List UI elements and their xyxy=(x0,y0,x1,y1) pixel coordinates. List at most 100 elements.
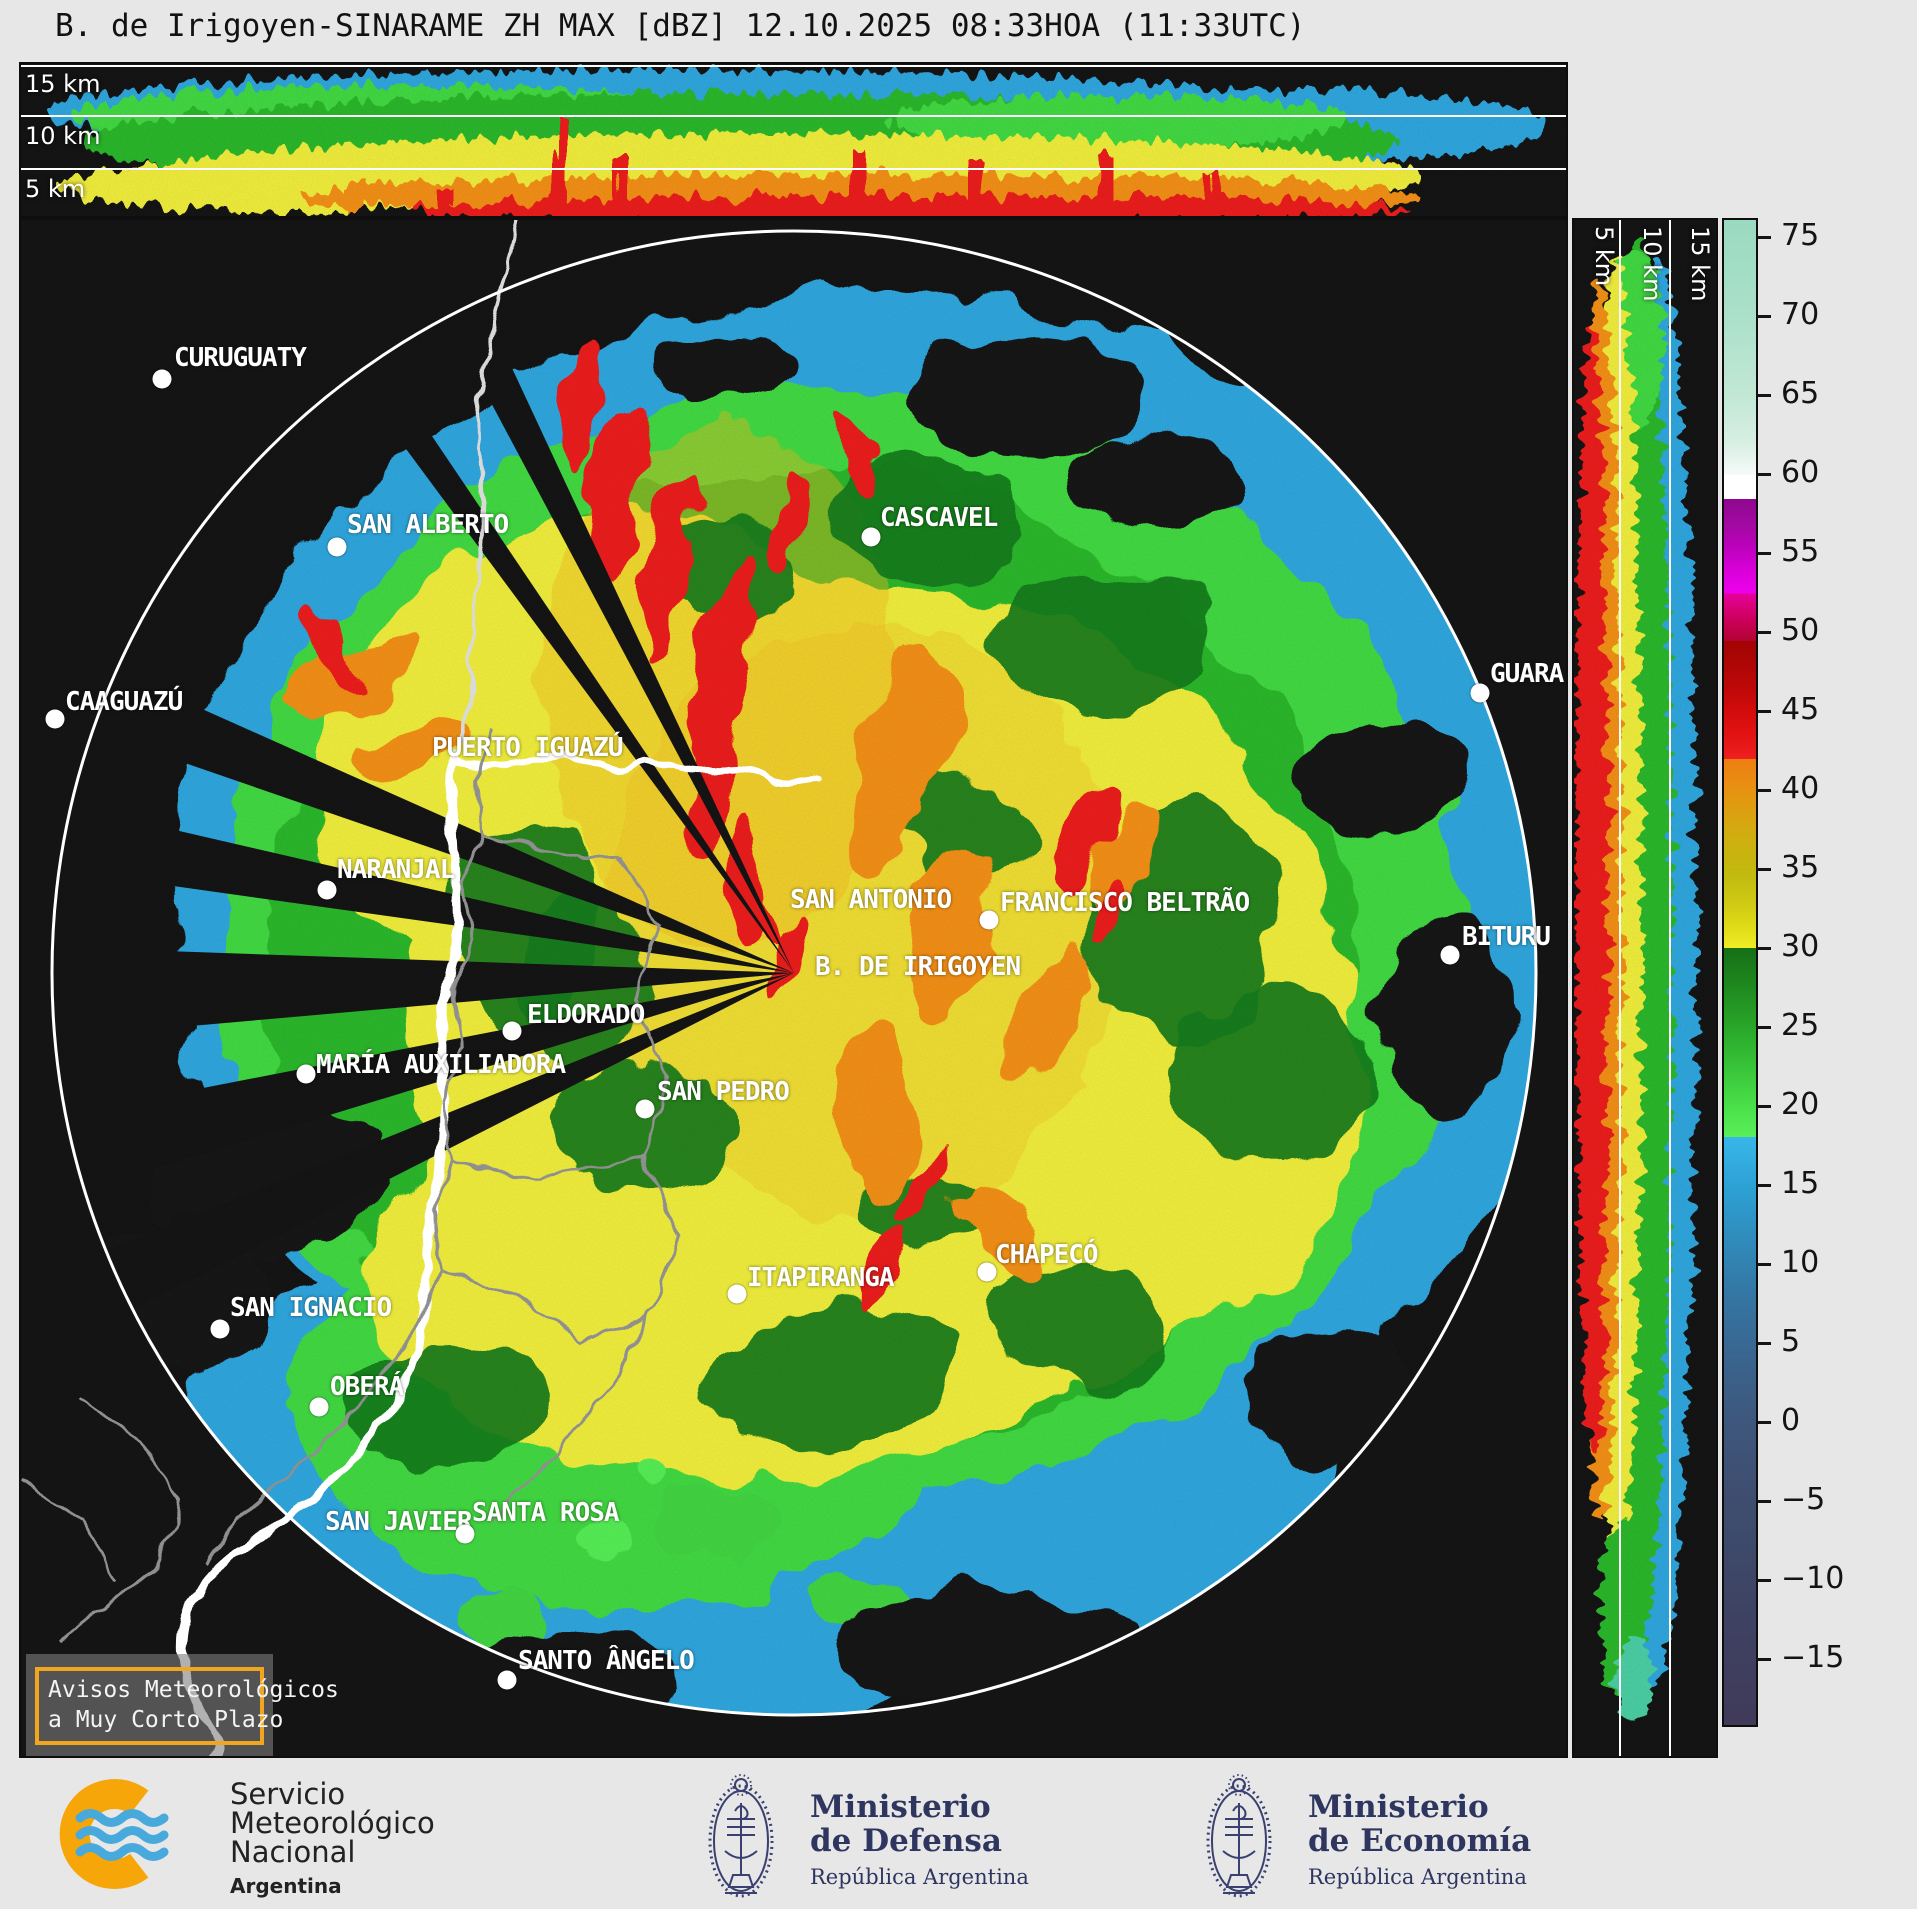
city-dot xyxy=(327,537,347,557)
colorbar-tick-label: 50 xyxy=(1781,613,1820,649)
ministry-economia-text: Ministerio de Economía República Argenti… xyxy=(1308,1790,1531,1889)
colorbar-tick xyxy=(1757,1105,1771,1109)
ministry-defensa-text: Ministerio de Defensa República Argentin… xyxy=(810,1790,1029,1889)
top-altitude-label-5km: 5 km xyxy=(25,175,86,203)
city-dot xyxy=(861,527,881,547)
right-cross-section-art xyxy=(1574,220,1716,1756)
colorbar-tick xyxy=(1757,314,1771,318)
city-dot xyxy=(152,369,172,389)
city-label: SAN IGNACIO xyxy=(230,1293,392,1323)
colorbar-tick-label: −10 xyxy=(1781,1561,1845,1597)
smn-wordmark: Servicio Meteorológico Nacional Argentin… xyxy=(230,1780,435,1901)
main-radar-panel: CURUGUATY SAN ALBERTO CASCAVEL CAAGUAZÚ PUER… xyxy=(19,218,1568,1758)
ministry-name: de Defensa xyxy=(810,1823,1002,1859)
smn-country: Argentina xyxy=(230,1874,342,1898)
colorbar xyxy=(1722,218,1758,1727)
colorbar-tick xyxy=(1757,393,1771,397)
colorbar-tick xyxy=(1757,947,1771,950)
city-label: CASCAVEL xyxy=(880,503,998,533)
colorbar-tick xyxy=(1757,1184,1771,1188)
city-label: FRANCISCO BELTRÃO xyxy=(1000,888,1250,918)
colorbar-tick xyxy=(1757,1579,1771,1583)
city-label: NARANJAL xyxy=(337,855,455,885)
city-dot xyxy=(296,1064,316,1084)
colorbar-tick xyxy=(1757,630,1771,634)
colorbar-gradient xyxy=(1724,220,1756,1725)
right-altitude-label-15km: 15 km xyxy=(1686,226,1714,302)
colorbar-tick xyxy=(1757,1342,1771,1346)
city-dot xyxy=(210,1319,230,1339)
city-label: CHAPECÓ xyxy=(995,1240,1099,1270)
city-label: SANTA ROSA xyxy=(472,1498,620,1528)
top-cross-section-art xyxy=(21,64,1566,216)
warning-box-border: Avisos Meteorológicos a Muy Corto Plazo xyxy=(35,1667,339,1745)
city-label: SAN PEDRO xyxy=(657,1077,790,1107)
ministry-name: Ministerio xyxy=(810,1789,991,1825)
colorbar-tick-label: 60 xyxy=(1781,455,1820,491)
colorbar-tick xyxy=(1757,235,1771,239)
radar-echo-art xyxy=(21,220,1538,1756)
city-dot xyxy=(1440,945,1460,965)
colorbar-tick-label: 5 xyxy=(1781,1324,1801,1360)
city-label: SAN JAVIER xyxy=(325,1507,473,1537)
ministry-name: de Economía xyxy=(1308,1823,1532,1859)
right-altitude-label-10km: 10 km xyxy=(1638,226,1666,302)
city-label: B. DE IRIGOYEN xyxy=(815,952,1021,982)
colorbar-tick-label: −15 xyxy=(1781,1640,1845,1676)
colorbar-tick-label: 0 xyxy=(1781,1403,1801,1439)
city-label: GUARA xyxy=(1490,659,1564,689)
city-label: SAN ANTONIO xyxy=(790,885,952,915)
city-dot xyxy=(1470,683,1490,703)
colorbar-tick-label: 75 xyxy=(1781,218,1820,254)
city-dot xyxy=(45,709,65,729)
colorbar-tick-label: 15 xyxy=(1781,1166,1820,1202)
colorbar-tick xyxy=(1757,709,1771,713)
smn-line: Servicio xyxy=(230,1777,346,1811)
colorbar-tick xyxy=(1757,1658,1771,1662)
top-altitude-label-15km: 15 km xyxy=(25,70,101,98)
city-label: PUERTO IGUAZÚ xyxy=(432,733,623,763)
city-label: OBERÁ xyxy=(330,1372,404,1402)
colorbar-tick-label: 65 xyxy=(1781,376,1820,412)
warning-box[interactable]: Avisos Meteorológicos a Muy Corto Plazo xyxy=(26,1654,339,1756)
colorbar-tick xyxy=(1757,788,1771,792)
ministry-subtitle: República Argentina xyxy=(810,1865,1029,1889)
right-cross-section-panel: 5 km 10 km 15 km xyxy=(1572,218,1718,1758)
smn-logo-icon xyxy=(59,1779,169,1889)
city-dot xyxy=(497,1670,517,1690)
colorbar-tick xyxy=(1757,1500,1771,1504)
city-label: CURUGUATY xyxy=(174,343,307,373)
page-title: B. de Irigoyen-SINARAME ZH MAX [dBZ] 12.… xyxy=(55,8,1306,44)
city-dot xyxy=(977,1262,997,1282)
colorbar-tick xyxy=(1757,551,1771,555)
city-dot xyxy=(635,1099,655,1119)
colorbar-tick xyxy=(1757,1263,1771,1267)
ministry-economia-emblem-icon xyxy=(1206,1774,1272,1898)
ministry-subtitle: República Argentina xyxy=(1308,1865,1527,1889)
colorbar-tick-label: 55 xyxy=(1781,534,1820,570)
city-dot xyxy=(317,880,337,900)
admin-boundaries xyxy=(21,731,681,1642)
warning-line-2: a Muy Corto Plazo xyxy=(48,1707,284,1733)
city-label: ITAPIRANGA xyxy=(747,1263,895,1293)
city-dot xyxy=(309,1397,329,1417)
city-label: SAN ALBERTO xyxy=(347,510,509,540)
smn-line: Meteorológico xyxy=(230,1806,435,1840)
colorbar-tick-label: 35 xyxy=(1781,850,1820,886)
smn-line: Nacional xyxy=(230,1835,356,1869)
colorbar-tick-label: 45 xyxy=(1781,692,1820,728)
footer: Servicio Meteorológico Nacional Argentin… xyxy=(0,1770,1917,1909)
city-label: CAAGUAZÚ xyxy=(65,687,183,717)
city-dot xyxy=(455,1524,475,1544)
colorbar-tick xyxy=(1757,472,1771,476)
colorbar-tick-label: −5 xyxy=(1781,1482,1826,1518)
range-ring xyxy=(50,229,1538,1717)
right-altitude-label-5km: 5 km xyxy=(1590,226,1618,287)
colorbar-tick-label: 25 xyxy=(1781,1008,1820,1044)
city-label: ELDORADO xyxy=(527,1000,645,1030)
colorbar-tick-label: 40 xyxy=(1781,771,1820,807)
ministry-defensa-emblem-icon xyxy=(708,1774,774,1898)
colorbar-tick-label: 20 xyxy=(1781,1087,1820,1123)
city-label: MARÍA AUXILIADORA xyxy=(316,1050,566,1080)
city-dot xyxy=(502,1021,522,1041)
